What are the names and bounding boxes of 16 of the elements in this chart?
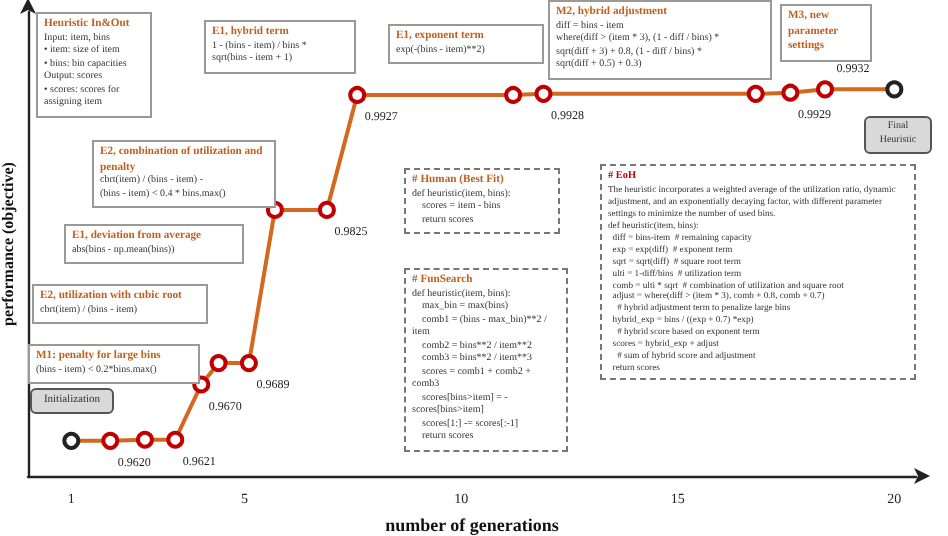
point	[746, 84, 765, 103]
point	[166, 430, 185, 449]
point	[348, 85, 367, 104]
point	[62, 431, 81, 450]
x-axis-title: number of generations	[385, 514, 560, 535]
point	[781, 83, 800, 102]
y-axis-title: performance (objective)	[0, 161, 17, 326]
point	[885, 80, 904, 99]
point	[317, 200, 336, 219]
point	[135, 430, 154, 449]
point	[504, 85, 523, 104]
point	[239, 354, 258, 373]
point	[101, 431, 120, 450]
point	[816, 80, 835, 99]
point	[209, 354, 228, 373]
point	[534, 84, 553, 103]
